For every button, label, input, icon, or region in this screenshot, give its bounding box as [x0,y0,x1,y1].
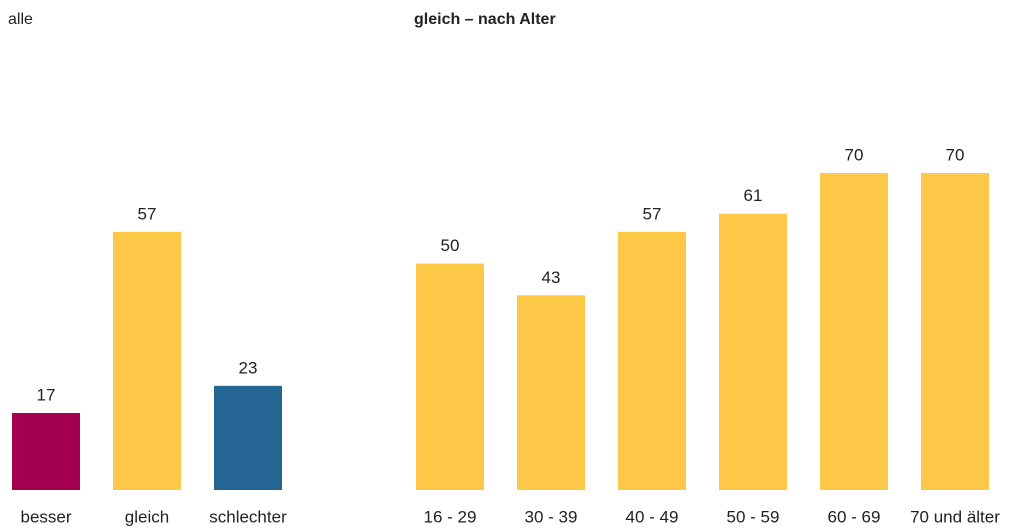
value-label: 17 [37,385,56,404]
value-label: 70 [946,145,965,164]
value-label: 50 [441,236,460,255]
bar [113,231,181,490]
x-tick-label: besser [20,507,71,526]
bar [820,173,888,490]
x-tick-label: 16 - 29 [424,507,477,526]
value-label: 70 [845,145,864,164]
x-tick-label: 70 und älter [910,507,1000,526]
value-label: 61 [744,186,763,205]
x-tick-label: gleich [125,507,169,526]
x-tick-label: 50 - 59 [727,507,780,526]
bar [416,263,484,490]
value-label: 43 [542,268,561,287]
x-tick-label: 40 - 49 [626,507,679,526]
bar [921,173,989,490]
bar [214,385,282,490]
x-tick-label: 30 - 39 [525,507,578,526]
x-tick-label: 60 - 69 [828,507,881,526]
chart-title: alle [8,11,33,28]
value-label: 57 [643,204,662,223]
chart-title: gleich – nach Alter [414,11,556,28]
bar [12,413,80,490]
value-label: 57 [138,204,157,223]
bar [517,295,585,490]
bar [618,231,686,490]
value-label: 23 [239,358,258,377]
x-tick-label: schlechter [209,507,287,526]
bar [719,213,787,490]
